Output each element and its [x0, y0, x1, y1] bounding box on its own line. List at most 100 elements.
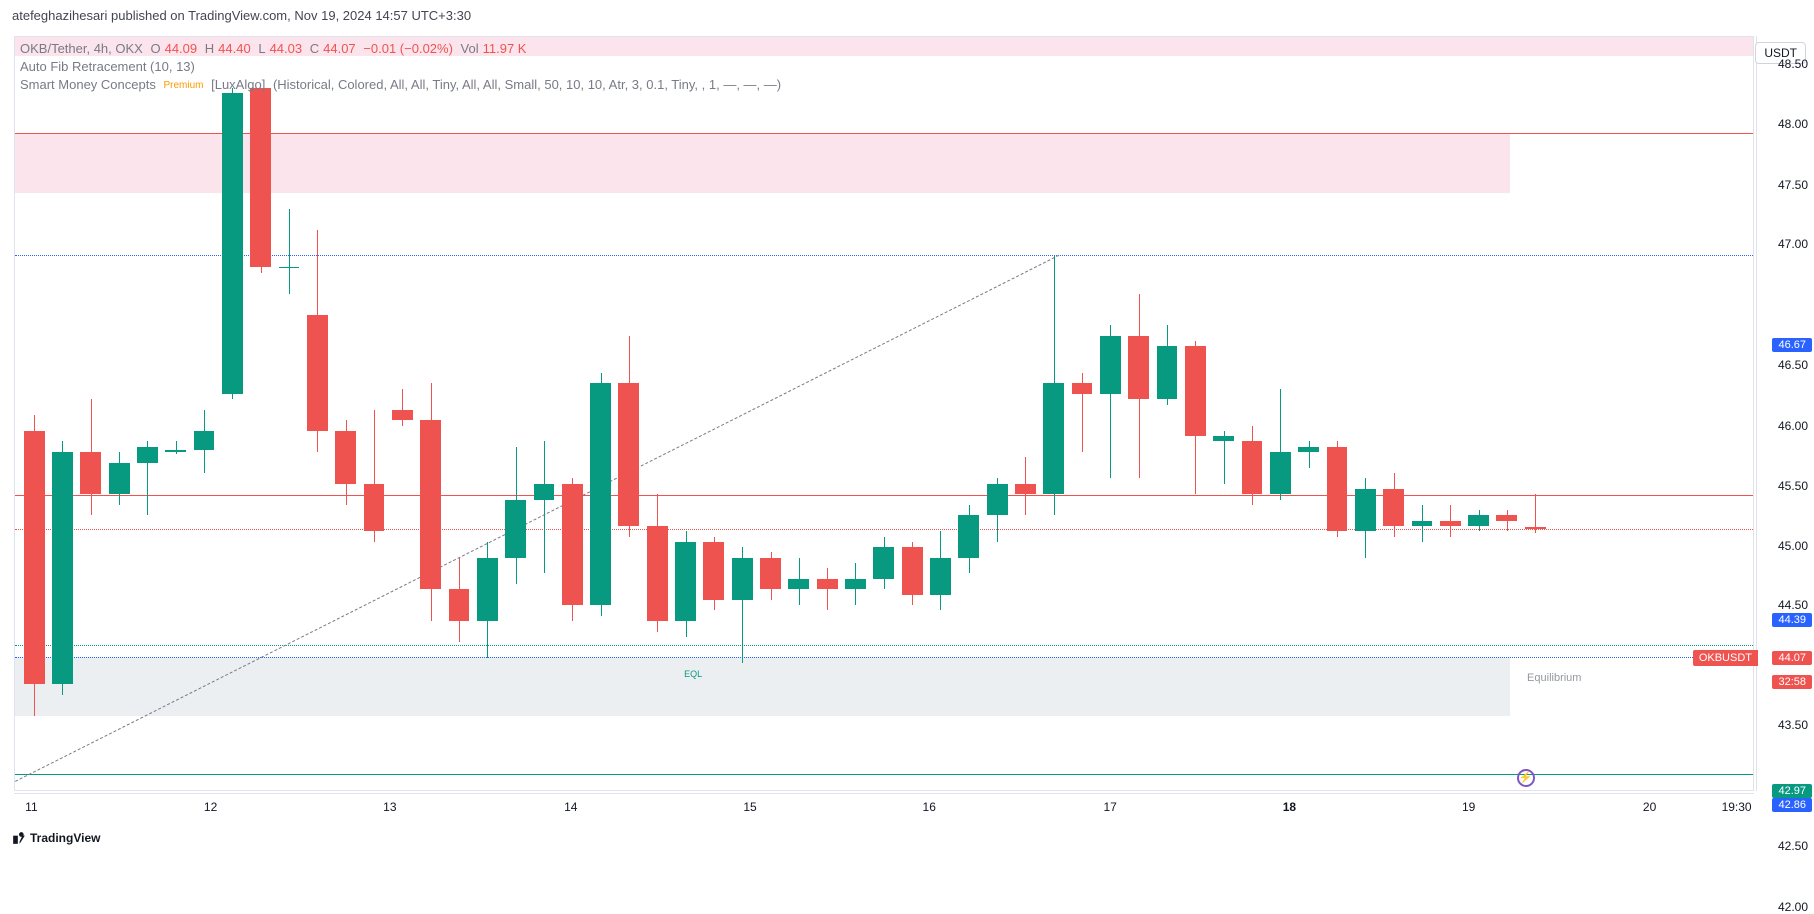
ohlc-h-value: 44.40 [218, 41, 251, 56]
x-tick: 14 [564, 800, 577, 814]
candle-body [250, 88, 271, 268]
price-label: 42.97 [1772, 784, 1812, 798]
horizontal-line [15, 645, 1753, 646]
x-tick: 13 [383, 800, 396, 814]
candle-body [1185, 346, 1206, 436]
candle-body [1270, 452, 1291, 494]
candle-body [335, 431, 356, 484]
candle-body [24, 431, 45, 684]
candle-body [1468, 515, 1489, 526]
footer-brand: TradingView [12, 831, 100, 845]
candle-body [703, 542, 724, 600]
candle-body [1525, 527, 1546, 529]
candle-body [1043, 383, 1064, 494]
horizontal-line [15, 774, 1753, 775]
candle-body [1157, 346, 1178, 399]
symbol-tag: OKBUSDT [1693, 650, 1758, 666]
candle-wick [289, 209, 290, 293]
chart-area[interactable]: EquilibriumEQL⚡ [14, 36, 1754, 791]
lightning-icon[interactable]: ⚡ [1517, 769, 1535, 787]
price-label: 46.67 [1772, 338, 1812, 352]
smc-brand: [LuxAlgo] [211, 77, 265, 92]
footer-brand-text: TradingView [30, 831, 100, 845]
candle-body [590, 383, 611, 605]
y-tick: 43.50 [1778, 718, 1808, 732]
y-tick: 47.50 [1778, 178, 1808, 192]
candle-wick [1309, 441, 1310, 467]
candle-body [845, 579, 866, 590]
candle-body [222, 93, 243, 394]
x-tick: 18 [1283, 800, 1296, 814]
y-tick: 47.00 [1778, 237, 1808, 251]
equilibrium-label: Equilibrium [1527, 672, 1581, 684]
candle-body [1298, 447, 1319, 452]
price-zone [15, 657, 1510, 716]
ohlc-o-value: 44.09 [165, 41, 198, 56]
candle-body [477, 558, 498, 621]
vol-value: 11.97 K [483, 41, 527, 56]
x-tick: 16 [923, 800, 936, 814]
candle-body [194, 431, 215, 450]
candle-body [165, 450, 186, 452]
candle-wick [1507, 510, 1508, 531]
candle-body [307, 315, 328, 431]
candle-body [449, 589, 470, 621]
candle-body [80, 452, 101, 494]
candle-body [1327, 447, 1348, 531]
vol-label: Vol [461, 41, 479, 56]
candle-body [732, 558, 753, 600]
ohlc-l-value: 44.03 [270, 41, 303, 56]
ohlc-c-value: 44.07 [323, 41, 356, 56]
candle-body [760, 558, 781, 590]
change-value: −0.01 (−0.02%) [363, 41, 453, 56]
indicator-smc: Smart Money Concepts Premium [LuxAlgo] (… [20, 76, 785, 96]
y-tick: 45.00 [1778, 539, 1808, 553]
candle-body [420, 420, 441, 589]
y-axis[interactable]: USDT 48.5048.0047.5047.0046.5046.0045.50… [1756, 36, 1814, 791]
x-tick: 15 [743, 800, 756, 814]
horizontal-line [15, 255, 1753, 256]
candle-body [618, 383, 639, 526]
x-tick: 12 [204, 800, 217, 814]
x-tick: 11 [25, 800, 37, 814]
candle-body [675, 542, 696, 621]
candle-body [987, 484, 1008, 516]
candle-wick [827, 568, 828, 610]
candle-body [1242, 441, 1263, 494]
price-label: 44.07 [1772, 651, 1812, 665]
ohlc-l-label: L [258, 41, 265, 56]
platform: published on TradingView.com, [111, 8, 291, 23]
y-tick: 48.50 [1778, 57, 1808, 71]
horizontal-line [15, 495, 1753, 496]
timestamp: Nov 19, 2024 14:57 UTC+3:30 [294, 8, 471, 23]
candle-body [392, 410, 413, 421]
candle-wick [176, 441, 177, 454]
smc-premium: Premium [163, 80, 203, 91]
publisher: atefeghazihesari [12, 8, 107, 23]
x-tick: 19 [1462, 800, 1475, 814]
candle-body [902, 547, 923, 595]
candle-body [873, 547, 894, 579]
ohlc-o-label: O [150, 41, 160, 56]
candle-body [109, 463, 130, 495]
y-tick: 42.50 [1778, 839, 1808, 853]
publish-header: atefeghazihesari published on TradingVie… [12, 8, 471, 23]
y-tick: 46.00 [1778, 419, 1808, 433]
ohlc-h-label: H [205, 41, 214, 56]
candle-body [52, 452, 73, 684]
x-tick: 20 [1643, 800, 1656, 814]
candle-body [817, 579, 838, 590]
x-axis[interactable]: 1112131415161718192019:30 [14, 793, 1754, 821]
y-tick: 42.00 [1778, 900, 1808, 914]
horizontal-line [15, 529, 1753, 530]
indicator-autofib: Auto Fib Retracement (10, 13) [20, 58, 785, 76]
horizontal-line [15, 657, 1753, 658]
horizontal-line [15, 133, 1753, 134]
price-label: 44.39 [1772, 613, 1812, 627]
candle-body [647, 526, 668, 621]
candle-body [958, 515, 979, 557]
y-tick: 45.50 [1778, 479, 1808, 493]
candle-body [1072, 383, 1093, 394]
candle-body [788, 579, 809, 590]
candle-body [1100, 336, 1121, 394]
